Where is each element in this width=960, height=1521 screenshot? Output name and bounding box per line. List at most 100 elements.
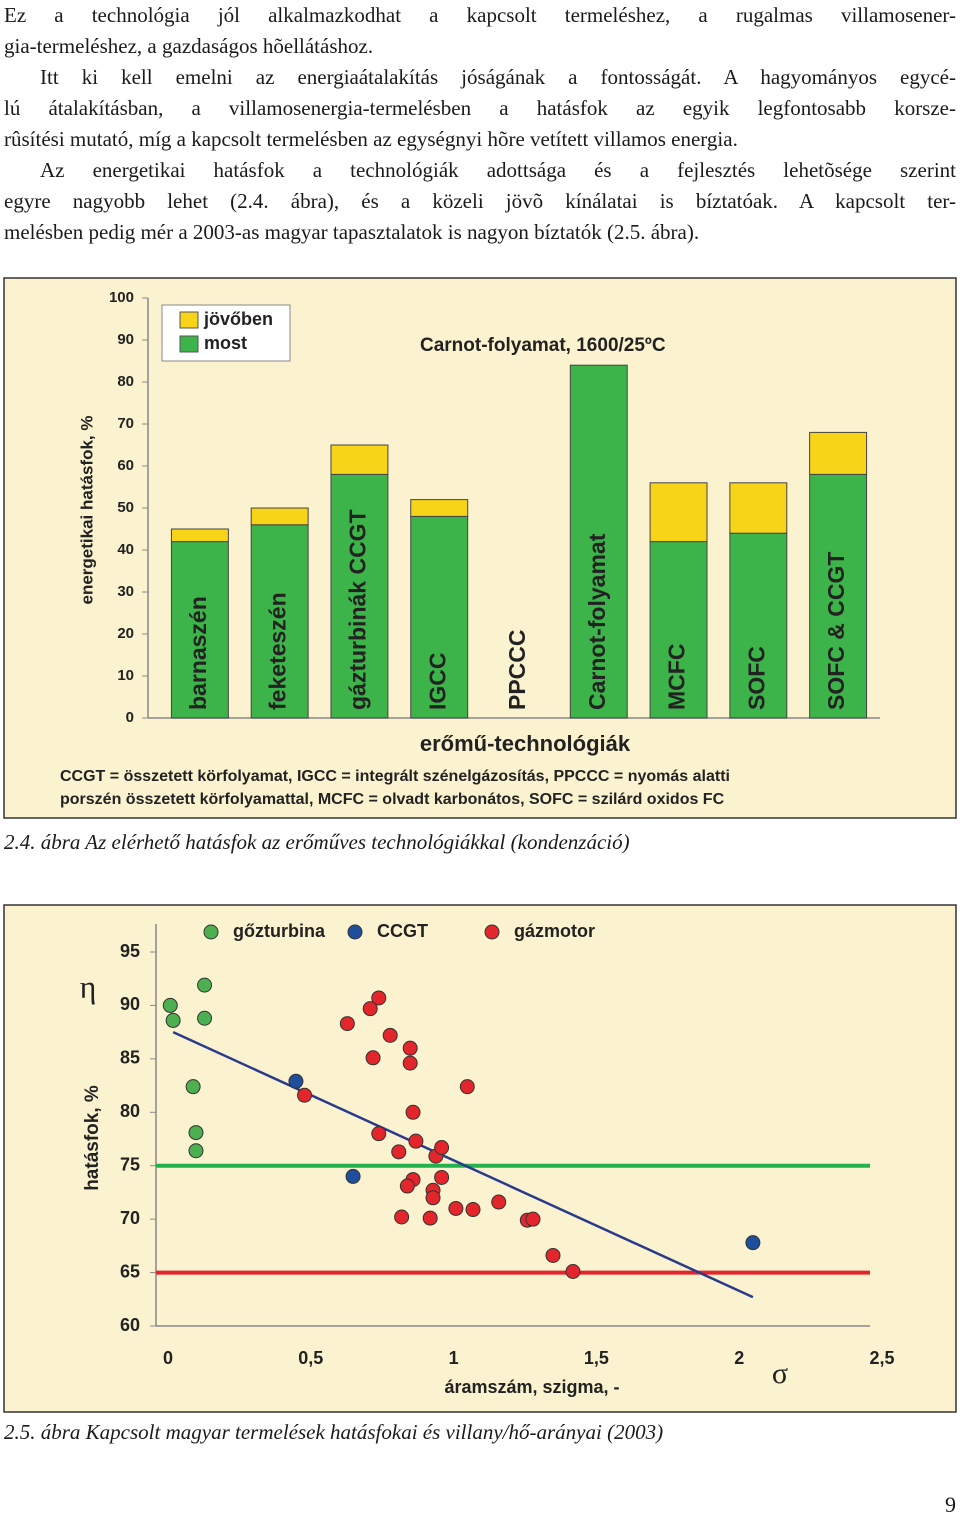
y-tick-label: 20	[117, 625, 134, 642]
x-symbol: σ	[772, 1357, 788, 1390]
point	[162, 997, 178, 1013]
x-tick-label: 1	[449, 1348, 459, 1368]
bar-segment	[809, 473, 868, 719]
point	[288, 1073, 304, 1089]
bar-segment	[330, 473, 389, 719]
y-tick-label: 70	[120, 1208, 140, 1228]
point	[371, 1126, 387, 1142]
x-tick-label: 0,5	[298, 1348, 323, 1368]
bar-segment	[809, 431, 868, 475]
point	[434, 1140, 450, 1156]
page-number: 9	[945, 1492, 956, 1517]
point	[394, 1209, 410, 1225]
point	[545, 1247, 561, 1263]
y-tick-label: 40	[117, 541, 134, 558]
point	[448, 1200, 464, 1216]
text-line: melésben pedig mér a 2003-as magyar tapa…	[4, 220, 700, 244]
point	[408, 1133, 424, 1149]
figure-frame	[3, 277, 957, 819]
category-label: MCFC	[664, 644, 690, 710]
x-axis-label: áramszám, szigma, -	[444, 1377, 619, 1397]
bar-segment	[330, 444, 389, 475]
bar-segment	[410, 515, 469, 719]
x-tick-label: 2	[734, 1348, 744, 1368]
y-tick-label: 30	[117, 583, 134, 600]
point	[491, 1194, 507, 1210]
point	[405, 1104, 421, 1120]
point	[525, 1211, 541, 1227]
text-line: rûsítési mutató, míg a kapcsolt termelés…	[4, 127, 738, 151]
y-tick-label: 10	[117, 667, 134, 684]
point	[197, 977, 213, 993]
legend-label: CCGT	[377, 921, 428, 941]
y-tick-label: 90	[117, 331, 134, 348]
y-tick-label: 95	[120, 941, 140, 961]
text-line: lú átalakításban, a villamosenergia-term…	[4, 96, 956, 120]
point	[188, 1143, 204, 1159]
point	[345, 1168, 361, 1184]
y-tick-label: 90	[120, 994, 140, 1014]
caption: 2.5. ábra Kapcsolt magyar termelések hat…	[4, 1420, 664, 1444]
point	[399, 1178, 415, 1194]
text-line: egyre nagyobb lehet (2.4. ábra), és a kö…	[4, 189, 956, 213]
point	[434, 1169, 450, 1185]
y-tick-label: 50	[117, 499, 134, 516]
category-label: IGCC	[424, 653, 450, 711]
category-label: feketeszén	[265, 592, 291, 710]
category-label: gázturbinák CCGT	[345, 509, 371, 710]
category-label: SOFC	[743, 646, 769, 710]
point	[297, 1087, 313, 1103]
legend-label: gázmotor	[514, 921, 595, 941]
point	[197, 1010, 213, 1026]
y-tick-label: 0	[126, 709, 134, 726]
point	[362, 1001, 378, 1017]
legend-label: gőzturbina	[233, 921, 326, 941]
point	[365, 1050, 381, 1066]
text-line: Ez a technológia jól alkalmazkodhat a ka…	[4, 3, 956, 27]
point	[382, 1027, 398, 1043]
x-tick-label: 2,5	[869, 1348, 894, 1368]
point	[402, 1055, 418, 1071]
y-tick-label: 65	[120, 1261, 140, 1281]
text-line: gia-termeléshez, a gazdaságos hõellátásh…	[4, 34, 374, 58]
y-tick-label: 70	[117, 415, 134, 432]
bar-segment	[410, 499, 469, 517]
point	[565, 1264, 581, 1280]
point	[185, 1079, 201, 1095]
bar-segment	[729, 532, 788, 719]
legend-label: jövőben	[203, 309, 273, 329]
point	[391, 1144, 407, 1160]
y-tick-label: 100	[109, 289, 134, 306]
point	[371, 990, 387, 1006]
trend-line	[172, 1031, 754, 1299]
legend-swatch	[179, 335, 199, 353]
y-axis-label: energetikai hatásfok, %	[77, 416, 96, 605]
point	[165, 1012, 181, 1028]
category-label: Carnot-folyamat	[584, 533, 610, 710]
point	[339, 1016, 355, 1032]
category-label: SOFC & CCGT	[823, 552, 849, 710]
legend-marker	[203, 924, 219, 940]
figure-frame	[3, 904, 957, 1413]
bar-segment	[729, 482, 788, 534]
category-label: PPCCC	[504, 629, 530, 710]
y-tick-label: 80	[120, 1101, 140, 1121]
bar-segment	[250, 524, 309, 719]
category-label: barnaszén	[185, 596, 211, 710]
point	[402, 1040, 418, 1056]
point	[422, 1210, 438, 1226]
x-axis-label: erőmű-technológiák	[420, 731, 631, 756]
footnote: porszén összetett körfolyamattal, MCFC =…	[60, 791, 725, 808]
point	[465, 1202, 481, 1218]
x-tick-label: 0	[163, 1348, 173, 1368]
legend-label: most	[204, 333, 247, 353]
y-tick-label: 60	[117, 457, 134, 474]
footnote: CCGT = összetett körfolyamat, IGCC = int…	[60, 768, 730, 785]
annotation: Carnot-folyamat, 1600/25ºC	[420, 335, 666, 356]
y-tick-label: 80	[117, 373, 134, 390]
bar-segment	[170, 528, 229, 543]
bar-segment	[250, 507, 309, 526]
point	[425, 1190, 441, 1206]
